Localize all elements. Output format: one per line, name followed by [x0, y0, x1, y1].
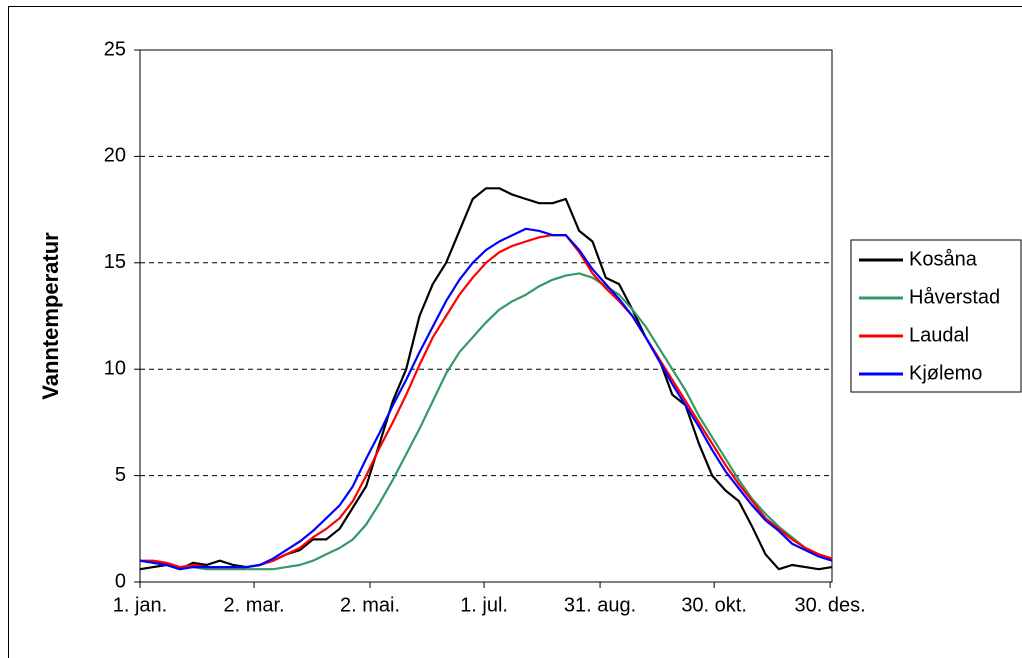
legend-label: Kosåna — [909, 248, 978, 270]
y-axis-label: Vanntemperatur — [38, 232, 63, 400]
y-tick-label: 0 — [115, 570, 126, 592]
series-line — [140, 234, 833, 569]
x-tick-label: 30. des. — [795, 594, 866, 616]
x-tick-label: 2. mai. — [340, 594, 400, 616]
x-tick-label: 31. aug. — [564, 594, 636, 616]
y-tick-label: 15 — [104, 251, 126, 273]
x-tick-label: 2. mar. — [223, 594, 284, 616]
series-line — [139, 227, 833, 571]
y-tick-label: 10 — [104, 357, 126, 379]
legend-label: Håverstad — [909, 286, 1000, 308]
x-tick-label: 1. jul. — [460, 594, 508, 616]
plot-area — [139, 49, 833, 583]
x-tick-label: 1. jan. — [113, 594, 167, 616]
series-line — [139, 187, 833, 571]
y-tick-label: 25 — [104, 38, 126, 60]
legend-label: Kjølemo — [909, 362, 982, 384]
legend-label: Laudal — [909, 324, 969, 346]
legend-box — [850, 239, 1022, 393]
series-line — [139, 272, 833, 571]
y-tick-label: 5 — [115, 464, 126, 486]
chart-frame — [8, 6, 1022, 658]
y-tick-label: 20 — [104, 145, 126, 167]
x-tick-label: 30. okt. — [681, 594, 747, 616]
